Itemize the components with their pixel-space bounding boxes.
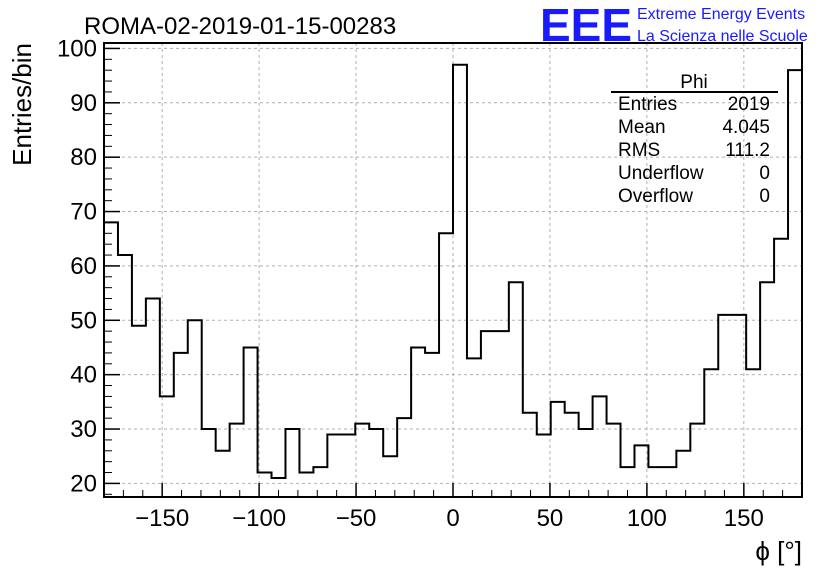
histogram-bin	[523, 413, 537, 497]
histogram-bin	[341, 434, 355, 497]
x-tick-label: 100	[627, 505, 667, 532]
x-tick-label: −100	[232, 505, 286, 532]
y-tick-label: 100	[57, 35, 97, 62]
histogram-bin	[244, 347, 258, 497]
histogram-bin	[132, 326, 146, 497]
histogram-bin	[509, 282, 523, 497]
histogram-bin	[397, 418, 411, 497]
stats-row-label: Overflow	[618, 186, 693, 207]
histogram-bin	[593, 396, 607, 497]
y-tick-label: 50	[70, 307, 97, 334]
histogram-bin	[467, 358, 481, 497]
stats-row-value: 0	[759, 163, 770, 184]
eee-logo: EEE	[540, 0, 632, 51]
histogram-bin	[216, 451, 230, 497]
histogram-bin	[718, 315, 732, 497]
stats-row-value: 2019	[728, 94, 770, 115]
stats-row-label: Underflow	[618, 163, 704, 184]
x-tick-label: −50	[336, 505, 377, 532]
stats-row-value: 4.045	[722, 117, 770, 138]
stats-title: Phi	[680, 72, 707, 93]
histogram-bin	[732, 315, 746, 497]
histogram-bin	[662, 467, 676, 497]
histogram-line	[103, 63, 803, 497]
stats-rows: Entries 2019 Mean 4.045 RMS 111.2 Underflow 0 Ov…	[618, 94, 770, 207]
histogram-bin	[355, 424, 369, 497]
histogram-bin	[230, 424, 244, 497]
logo-line-2: La Scienza nelle Scuole	[637, 28, 808, 45]
histogram-bin	[704, 369, 718, 497]
y-tick-label: 20	[70, 470, 97, 497]
axis-ticks	[103, 47, 803, 497]
x-tick-label: 50	[537, 505, 564, 532]
histogram-bin	[579, 429, 593, 497]
y-tick-label: 40	[70, 362, 97, 389]
histogram-bin	[495, 331, 509, 497]
tick-labels: −150 −100 −50 0 50 100 150 20 30 40 50 60 70 80 90 100	[57, 35, 764, 532]
y-tick-label: 90	[70, 90, 97, 117]
histogram-bin	[648, 467, 662, 497]
histogram-bin	[202, 429, 216, 497]
histogram-bin	[565, 413, 579, 497]
histogram-bin	[160, 396, 174, 497]
histogram-bin	[188, 320, 202, 497]
histogram-bin	[313, 467, 327, 497]
histogram-bin	[118, 255, 132, 497]
logo-line-1: Extreme Energy Events	[637, 6, 805, 23]
histogram-bin	[174, 353, 188, 497]
histogram-bin	[760, 282, 774, 497]
histogram-bin	[327, 434, 341, 497]
stats-box: Phi Entries 2019 Mean 4.045 RMS 111.2 Underflo…	[611, 72, 778, 207]
histogram-bin	[453, 65, 467, 497]
x-tick-label: −150	[135, 505, 189, 532]
histogram-bin	[104, 222, 118, 497]
histogram-bin	[690, 424, 704, 497]
histogram-bin	[788, 70, 802, 497]
y-tick-label: 30	[70, 416, 97, 443]
histogram-bin	[425, 353, 439, 497]
x-tick-label: 150	[724, 505, 764, 532]
stats-row-label: Mean	[618, 117, 666, 138]
histogram-bin	[607, 424, 621, 497]
x-axis-label: ϕ [°]	[755, 536, 802, 566]
y-tick-label: 60	[70, 253, 97, 280]
y-axis-label: Entries/bin	[7, 43, 37, 166]
y-tick-label: 70	[70, 199, 97, 226]
histogram-bin	[676, 451, 690, 497]
histogram-bin	[774, 239, 788, 497]
histogram-bin	[746, 369, 760, 497]
histogram-bin	[481, 331, 495, 497]
y-tick-label: 80	[70, 144, 97, 171]
histogram-bin	[439, 233, 453, 497]
histogram-bin	[369, 429, 383, 497]
x-tick-label: 0	[446, 505, 459, 532]
histogram-series	[103, 63, 803, 497]
chart-title: ROMA-02-2019-01-15-00283	[84, 13, 396, 40]
stats-row-label: Entries	[618, 94, 677, 115]
histogram-bin	[299, 473, 313, 497]
histogram-bin	[537, 434, 551, 497]
histogram-bin	[146, 299, 160, 497]
histogram-bin	[411, 347, 425, 497]
stats-row-value: 0	[759, 186, 770, 207]
histogram-bin	[551, 402, 565, 497]
stats-row-label: RMS	[618, 140, 660, 161]
histogram-bin	[285, 429, 299, 497]
stats-row-value: 111.2	[725, 140, 770, 161]
